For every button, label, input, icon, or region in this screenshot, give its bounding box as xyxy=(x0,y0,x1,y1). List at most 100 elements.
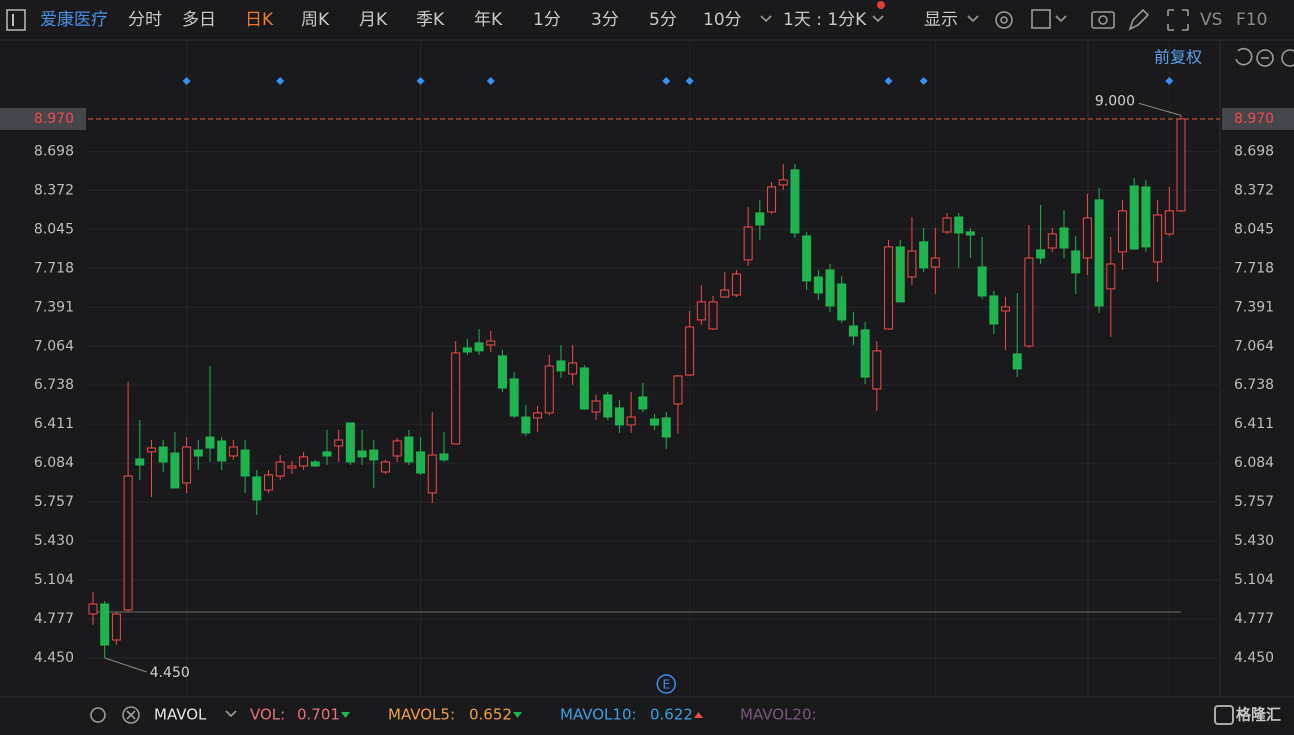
tab[interactable]: 3分 xyxy=(591,10,619,30)
y-tick-label: 6.411 xyxy=(34,416,74,432)
candle-body xyxy=(837,283,847,321)
layout-chevron xyxy=(1055,15,1067,23)
candle-body xyxy=(1153,214,1163,263)
candle-body xyxy=(439,453,449,461)
y-tick-label: 4.777 xyxy=(34,611,74,627)
mavol20-label: MAVOL20: xyxy=(740,706,817,724)
candle-body xyxy=(1129,185,1139,250)
candle-body xyxy=(509,378,519,417)
y-tick-label-right: 5.757 xyxy=(1234,494,1274,510)
y-tick-label: 5.104 xyxy=(34,572,74,588)
candle-body xyxy=(755,212,765,226)
y-tick-label: 5.757 xyxy=(34,494,74,510)
y-tick-label: 6.084 xyxy=(34,455,74,471)
event-marker[interactable] xyxy=(276,77,285,85)
y-tick-label-right: 6.411 xyxy=(1234,416,1274,432)
layout-icon[interactable] xyxy=(1031,9,1051,29)
event-marker[interactable] xyxy=(884,77,893,85)
candle-body xyxy=(240,449,250,477)
indicator-close[interactable] xyxy=(122,706,140,724)
adjust-mode[interactable]: 前复权 xyxy=(1154,48,1202,67)
y-tick-label: 4.450 xyxy=(34,650,74,666)
candle-body xyxy=(708,301,718,330)
candle-body xyxy=(673,375,683,405)
plot: 4.450 4.450 4.777 4.777 5.104 5.104 5.430 5.430… xyxy=(0,40,1294,697)
last-price-label-right: 8.970 xyxy=(1234,111,1274,127)
candle-body xyxy=(1059,227,1069,249)
indicator-chevron xyxy=(225,710,237,718)
candle-body xyxy=(872,350,882,390)
candle-body xyxy=(427,454,437,494)
e-marker-label: E xyxy=(662,678,670,692)
candle-body xyxy=(380,461,390,473)
event-marker[interactable] xyxy=(486,77,495,85)
tab[interactable]: 分时 xyxy=(128,10,162,30)
tab[interactable]: 10分 xyxy=(703,10,742,30)
sidebar-toggle[interactable] xyxy=(6,9,26,31)
y-tick-label-right: 6.084 xyxy=(1234,455,1274,471)
settings-icon[interactable] xyxy=(995,11,1013,29)
brand-logo xyxy=(1214,705,1234,725)
tab[interactable]: 季K xyxy=(416,10,445,30)
candle-body xyxy=(322,451,332,457)
candle-body xyxy=(1141,186,1151,248)
fullscreen-icon[interactable] xyxy=(1167,9,1189,31)
candle-body xyxy=(217,440,227,462)
candle-body xyxy=(720,289,730,298)
zoom-out-icon[interactable] xyxy=(1256,49,1274,67)
tab[interactable]: 年K xyxy=(474,10,503,30)
tab[interactable]: 1分 xyxy=(533,10,561,30)
period-selector[interactable]: 1天 : 1分K xyxy=(783,10,867,30)
candle-body xyxy=(497,355,507,389)
f10-button[interactable]: F10 xyxy=(1236,10,1267,30)
candle-body xyxy=(1082,217,1092,259)
candle-body xyxy=(334,439,344,447)
event-marker[interactable] xyxy=(416,77,425,85)
event-marker[interactable] xyxy=(182,77,191,85)
candle-body xyxy=(474,342,484,352)
candle-body xyxy=(895,246,905,303)
display-menu[interactable]: 显示 xyxy=(924,10,958,30)
e-marker-circle[interactable] xyxy=(656,674,676,694)
event-marker[interactable] xyxy=(1165,77,1174,85)
y-tick-label: 6.738 xyxy=(34,377,74,393)
indicator-settings[interactable] xyxy=(90,707,106,723)
candle-body xyxy=(942,217,952,233)
y-tick-label-right: 5.430 xyxy=(1234,533,1274,549)
candle-body xyxy=(263,474,273,491)
candle-body xyxy=(451,352,461,445)
tab[interactable]: 5分 xyxy=(649,10,677,30)
candle-body xyxy=(1047,233,1057,249)
candle-body xyxy=(1118,210,1128,253)
candle-body xyxy=(626,416,636,426)
vs-button[interactable]: VS xyxy=(1200,10,1222,30)
y-tick-label-right: 6.738 xyxy=(1234,377,1274,393)
candle-body xyxy=(1176,118,1186,212)
zoom-in-icon[interactable] xyxy=(1281,49,1294,67)
event-marker[interactable] xyxy=(662,77,671,85)
stock-name[interactable]: 爱康医疗 xyxy=(40,10,108,30)
event-marker[interactable] xyxy=(685,77,694,85)
reset-icon[interactable] xyxy=(1235,47,1253,66)
mavol10-value: 0.622 xyxy=(650,706,693,724)
candle-body xyxy=(603,394,613,418)
more-chevron[interactable] xyxy=(760,15,772,23)
tab[interactable]: 周K xyxy=(301,10,330,30)
candle-body xyxy=(252,476,262,501)
last-price-box xyxy=(0,107,86,130)
mavol5-trend xyxy=(513,712,522,718)
max-pointer xyxy=(1138,102,1182,116)
event-marker[interactable] xyxy=(919,77,928,85)
tab[interactable]: 月K xyxy=(359,10,388,30)
draw-icon[interactable] xyxy=(1128,8,1150,31)
tab[interactable]: 日K xyxy=(245,10,274,30)
candle-body xyxy=(731,273,741,296)
candle-body xyxy=(287,465,297,469)
candle-body xyxy=(1036,249,1046,259)
camera-icon[interactable] xyxy=(1091,11,1115,29)
candle-body xyxy=(790,169,800,234)
candle-body xyxy=(369,449,379,461)
candle-body xyxy=(533,412,543,419)
tab[interactable]: 多日 xyxy=(182,10,216,30)
indicator-name[interactable]: MAVOL xyxy=(154,706,207,724)
